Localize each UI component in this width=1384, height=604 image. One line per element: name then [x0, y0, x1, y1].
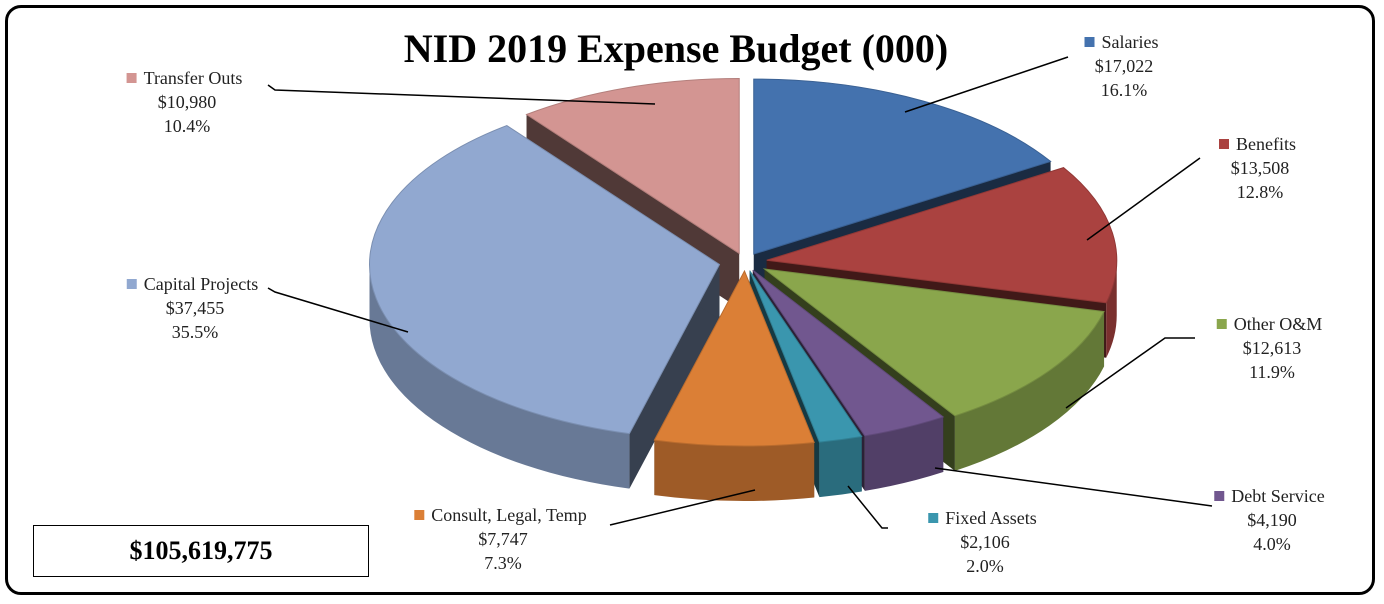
slice-percent-label: 10.4% — [164, 116, 211, 136]
slice-radial-face — [629, 264, 720, 489]
data-label: Debt Service $4,190 4.0% — [1214, 486, 1325, 554]
slice-capital-projects — [368, 125, 721, 435]
slice-fixed-assets — [749, 270, 863, 443]
legend-swatch — [1214, 491, 1225, 501]
slice-name-label: Other O&M — [1234, 314, 1323, 334]
leader-line — [609, 489, 756, 526]
slice-value-label: $17,022 — [1095, 56, 1154, 76]
slice-debt-service — [752, 269, 945, 437]
slice-percent-label: 11.9% — [1249, 362, 1295, 382]
slice-percent-label: 7.3% — [484, 553, 522, 573]
slice-value-label: $7,747 — [478, 529, 528, 549]
slice-percent-label: 12.8% — [1237, 182, 1284, 202]
slice-percent-label: 35.5% — [172, 322, 219, 342]
leader-line — [1065, 337, 1195, 409]
slice-percent-label: 16.1% — [1101, 80, 1148, 100]
slice-percent-label: 4.0% — [1253, 534, 1291, 554]
slice-percent-label: 2.0% — [966, 556, 1004, 576]
legend-swatch — [126, 73, 137, 83]
slice-other-o-m — [762, 268, 1105, 417]
slice-outer-face — [654, 440, 815, 501]
slice-consult-legal-temp — [653, 269, 815, 447]
slice-outer-face — [369, 264, 630, 489]
leader-line — [904, 56, 1069, 113]
data-label: Salaries $17,022 16.1% — [1084, 32, 1159, 100]
data-label: Benefits $13,508 12.8% — [1219, 134, 1296, 202]
legend-swatch — [126, 279, 137, 289]
data-label: Transfer Outs $10,980 10.4% — [126, 68, 243, 136]
slice-outer-face — [954, 311, 1105, 471]
slice-transfer-outs — [525, 77, 740, 255]
legend-swatch — [1216, 319, 1227, 329]
legend-swatch — [928, 513, 939, 523]
leader-line — [267, 84, 656, 105]
slice-benefits — [766, 167, 1118, 304]
slice-value-label: $13,508 — [1231, 158, 1290, 178]
slice-value-label: $4,190 — [1247, 510, 1297, 530]
leader-line — [267, 287, 409, 333]
legend-swatch — [1219, 139, 1229, 149]
data-label: Consult, Legal, Temp $7,747 7.3% — [414, 505, 587, 573]
slice-outer-face — [864, 416, 944, 491]
data-label: Other O&M $12,613 11.9% — [1216, 314, 1323, 382]
leader-line — [847, 485, 888, 529]
slice-name-label: Benefits — [1236, 134, 1296, 154]
data-label: Capital Projects $37,455 35.5% — [126, 274, 258, 342]
slice-name-label: Transfer Outs — [144, 68, 243, 88]
slice-outer-face — [1106, 260, 1117, 358]
leader-line — [1086, 157, 1201, 241]
slice-value-label: $2,106 — [960, 532, 1010, 552]
slice-name-label: Fixed Assets — [945, 508, 1037, 528]
legend-swatch — [414, 510, 425, 520]
slice-outer-face — [819, 436, 862, 498]
total-budget: $105,619,775 — [33, 525, 369, 577]
leader-line — [934, 467, 1213, 507]
legend-swatch — [1084, 37, 1095, 47]
slice-value-label: $12,613 — [1243, 338, 1302, 358]
slice-name-label: Salaries — [1102, 32, 1159, 52]
slice-salaries — [753, 78, 1052, 255]
slice-name-label: Consult, Legal, Temp — [431, 505, 586, 525]
slice-value-label: $10,980 — [158, 92, 217, 112]
slice-value-label: $37,455 — [166, 298, 225, 318]
slice-name-label: Capital Projects — [144, 274, 258, 294]
chart-title: NID 2019 Expense Budget (000) — [404, 26, 948, 71]
data-label: Fixed Assets $2,106 2.0% — [928, 508, 1037, 576]
slice-name-label: Debt Service — [1231, 486, 1324, 506]
